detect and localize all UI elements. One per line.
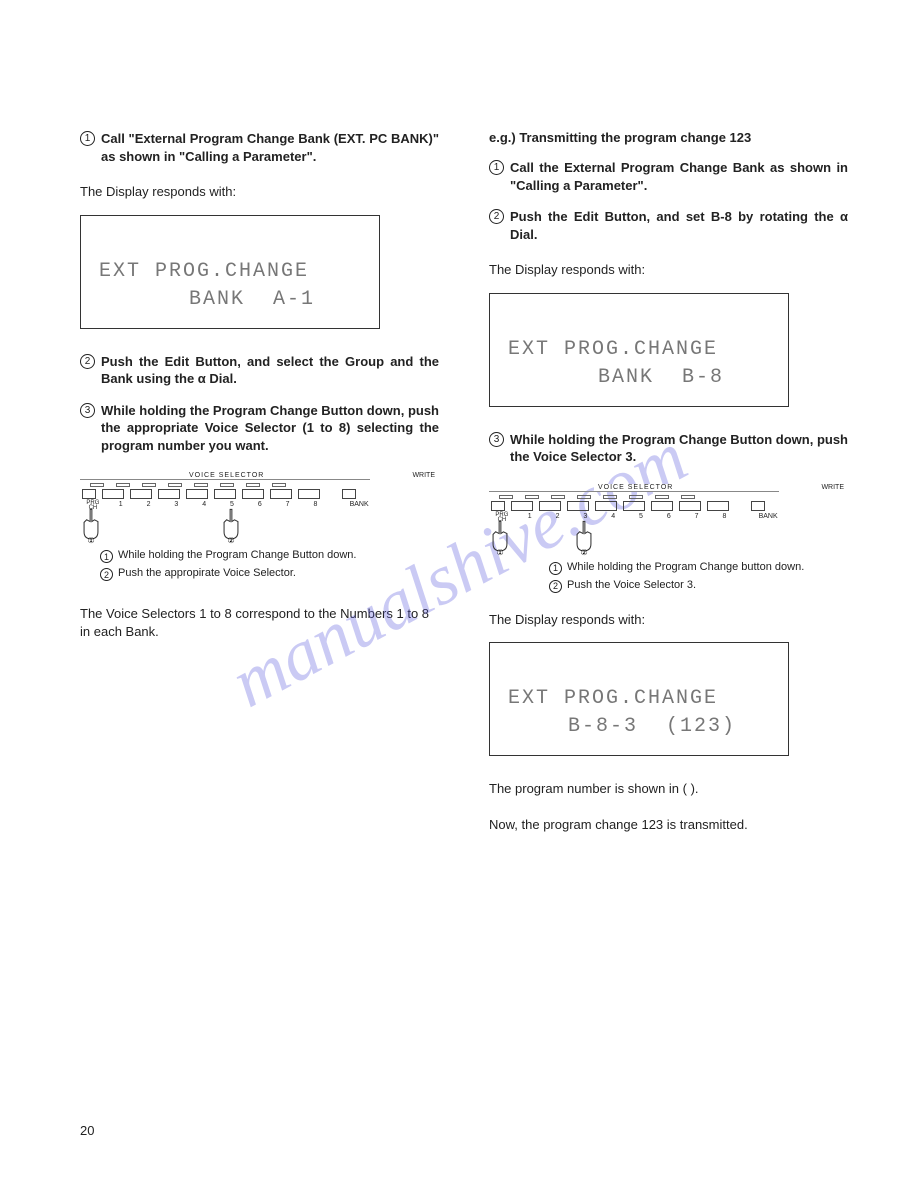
diagram-caption-2: 2Push the Voice Selector 3. xyxy=(549,579,848,593)
page-number: 20 xyxy=(80,1123,94,1138)
svg-text:①: ① xyxy=(88,537,95,546)
lcd-line1: EXT PROG.CHANGE xyxy=(508,338,718,361)
voice-selector-label: VOICE SELECTOR xyxy=(594,484,677,491)
right-para-1: The program number is shown in ( ). xyxy=(489,780,848,798)
svg-text:①: ① xyxy=(497,548,504,557)
left-step-1: 1 Call "External Program Change Bank (EX… xyxy=(80,130,439,165)
lcd-display-b8: EXT PROG.CHANGE BANK B-8 xyxy=(489,293,789,407)
lcd-display-b83: EXT PROG.CHANGE B-8-3 (123) xyxy=(489,642,789,756)
voice-selector-diagram-right: WRITE VOICE SELECTOR PRG CH 12345678 BAN… xyxy=(489,484,848,593)
left-responds-1: The Display responds with: xyxy=(80,183,439,201)
right-step-1-text: Call the External Program Change Bank as… xyxy=(510,159,848,194)
lcd-display-a1: EXT PROG.CHANGE BANK A-1 xyxy=(80,215,380,329)
left-bottom-para: The Voice Selectors 1 to 8 correspond to… xyxy=(80,605,439,640)
right-column: e.g.) Transmitting the program change 12… xyxy=(489,130,848,847)
diagram-caption-1: 1While holding the Program Change button… xyxy=(549,561,848,575)
lcd-line2: B-8-3 (123) xyxy=(508,715,736,738)
lcd-line2: BANK B-8 xyxy=(508,366,724,389)
left-step-3: 3 While holding the Program Change Butto… xyxy=(80,402,439,455)
right-step-3: 3 While holding the Program Change Butto… xyxy=(489,431,848,466)
circled-2: 2 xyxy=(80,354,95,369)
left-step-2: 2 Push the Edit Button, and select the G… xyxy=(80,353,439,388)
svg-text:②: ② xyxy=(228,537,235,546)
hand-icon-2: ② xyxy=(218,505,244,545)
voice-selector-label: VOICE SELECTOR xyxy=(185,472,268,479)
content-columns: 1 Call "External Program Change Bank (EX… xyxy=(80,130,848,847)
left-step-2-text: Push the Edit Button, and select the Gro… xyxy=(101,353,439,388)
selector-panel: VOICE SELECTOR PRG CH 12345678 BANK xyxy=(489,491,779,523)
svg-text:②: ② xyxy=(581,548,588,557)
right-para-2: Now, the program change 123 is transmitt… xyxy=(489,816,848,834)
right-responds-2: The Display responds with: xyxy=(489,611,848,629)
example-title: e.g.) Transmitting the program change 12… xyxy=(489,130,848,145)
right-step-2-text: Push the Edit Button, and set B-8 by rot… xyxy=(510,208,848,243)
circled-1: 1 xyxy=(489,160,504,175)
circled-1: 1 xyxy=(80,131,95,146)
left-step-3-text: While holding the Program Change Button … xyxy=(101,402,439,455)
hand-icon-1: ① xyxy=(487,517,513,557)
diagram-caption-1: 1While holding the Program Change Button… xyxy=(100,549,439,563)
right-step-1: 1 Call the External Program Change Bank … xyxy=(489,159,848,194)
circled-3: 3 xyxy=(489,432,504,447)
right-step-2: 2 Push the Edit Button, and set B-8 by r… xyxy=(489,208,848,243)
voice-selector-diagram-left: WRITE VOICE SELECTOR PRG CH 12345678 BAN… xyxy=(80,472,439,581)
left-column: 1 Call "External Program Change Bank (EX… xyxy=(80,130,439,847)
circled-3: 3 xyxy=(80,403,95,418)
right-responds-1: The Display responds with: xyxy=(489,261,848,279)
lcd-line1: EXT PROG.CHANGE xyxy=(508,687,718,710)
hand-icon-2: ② xyxy=(571,517,597,557)
hand-icon-1: ① xyxy=(78,505,104,545)
lcd-line1: EXT PROG.CHANGE xyxy=(99,260,309,283)
lcd-line2: BANK A-1 xyxy=(99,288,315,311)
circled-2: 2 xyxy=(489,209,504,224)
right-step-3-text: While holding the Program Change Button … xyxy=(510,431,848,466)
diagram-caption-2: 2Push the appropirate Voice Selector. xyxy=(100,567,439,581)
left-step-1-text: Call "External Program Change Bank (EXT.… xyxy=(101,130,439,165)
